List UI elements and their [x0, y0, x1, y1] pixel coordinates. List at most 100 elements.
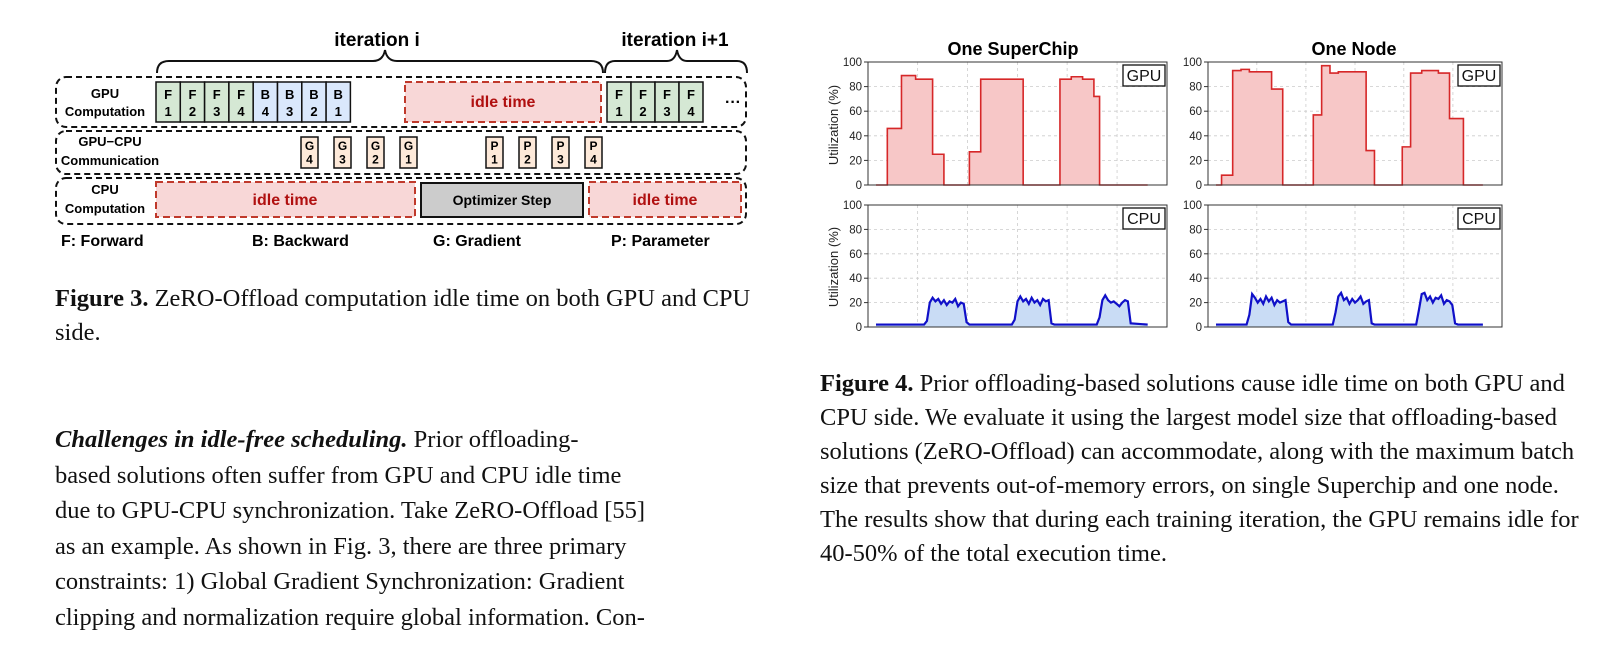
y-tick-label: 80 — [849, 224, 862, 236]
paragraph-line-4: as an example. As shown in Fig. 3, there… — [55, 532, 627, 560]
comm-block-letter: G — [404, 139, 413, 153]
gpu-next-block-number: 2 — [639, 104, 646, 119]
gpu-next-block-number: 1 — [615, 104, 622, 119]
panel-label-cpu: CPU — [1127, 211, 1161, 228]
paragraph-line-2: based solutions often suffer from GPU an… — [55, 461, 622, 489]
y-tick-label: 100 — [1183, 200, 1202, 212]
gpu-block-letter: F — [213, 87, 221, 102]
comm-block-g2: G2 — [366, 136, 385, 169]
figure-3-caption: Figure 3. ZeRO-Offload computation idle … — [55, 282, 780, 350]
y-tick-label: 40 — [1189, 273, 1202, 285]
comm-block-p4: P4 — [584, 136, 603, 169]
gpu-next-block-f3: F3 — [654, 81, 680, 123]
paragraph-line-1: Prior offloading- — [407, 426, 579, 453]
gpu-block-letter: F — [164, 87, 172, 102]
utilization-area — [876, 295, 1148, 327]
gpu-block-letter: B — [309, 87, 318, 102]
gpu-idle-label: idle time — [471, 94, 536, 111]
comm-block-p3: P3 — [551, 136, 570, 169]
comm-row-frame — [55, 130, 747, 175]
figure-4-chart: One SuperChip One Node Utilization (%) U… — [826, 39, 1503, 334]
y-tick-label: 40 — [1189, 131, 1202, 143]
y-tick-label: 0 — [1196, 180, 1202, 192]
comm-block-letter: P — [589, 139, 597, 153]
figure-3-caption-label: Figure 3. — [55, 285, 149, 312]
gpu-block-number: 2 — [189, 104, 196, 119]
gpu-block-f3: F3 — [203, 81, 230, 123]
gpu-block-letter: B — [334, 87, 343, 102]
gpu-block-b1: B1 — [325, 81, 352, 123]
gpu-block-letter: B — [285, 87, 294, 102]
figure-3-diagram: iteration i iteration i+1 GPU Computatio… — [55, 30, 748, 250]
gpu-next-block-letter: F — [639, 87, 647, 102]
legend-backward: B: Backward — [252, 233, 349, 250]
utilization-line — [876, 74, 1148, 186]
utilization-line — [876, 293, 1148, 326]
chart-panel-node-gpu: 0 20 40 60 80 100 GPU — [1183, 57, 1503, 192]
gpu-block-letter: F — [237, 87, 245, 102]
y-tick-label: 80 — [1189, 224, 1202, 236]
comm-block-number: 1 — [405, 152, 412, 166]
gpu-next-block-letter: F — [615, 87, 623, 102]
iteration-i-label: iteration i — [334, 30, 420, 51]
figure-4-caption-text: Prior offloading-based solutions cause i… — [820, 370, 1579, 567]
comm-block-number: 3 — [339, 152, 346, 166]
comm-block-letter: G — [305, 139, 314, 153]
utilization-line — [1216, 64, 1483, 186]
y-tick-label: 80 — [1189, 82, 1202, 94]
y-tick-label: 60 — [1189, 106, 1202, 118]
gpu-block-f2: F2 — [179, 81, 206, 123]
cpu-idle-box-1 — [155, 181, 416, 218]
comm-block-g1: G1 — [399, 136, 418, 169]
body-paragraph: Challenges in idle-free scheduling. Prio… — [55, 422, 780, 635]
y-tick-label: 20 — [1189, 155, 1202, 167]
cpu-idle-box-2 — [588, 181, 742, 218]
y-tick-label: 100 — [1183, 57, 1202, 69]
gpu-next-block-f1: F1 — [606, 81, 632, 123]
legend-gradient: G: Gradient — [433, 233, 522, 250]
gpu-block-number: 2 — [310, 104, 317, 119]
cpu-idle-label-2: idle time — [633, 192, 698, 209]
y-tick-label: 40 — [849, 131, 862, 143]
comm-block-letter: P — [556, 139, 564, 153]
comm-block-number: 3 — [557, 152, 564, 166]
gpu-row-label-1: GPU — [91, 86, 119, 101]
cpu-row-label-1: CPU — [91, 182, 118, 197]
y-tick-label: 20 — [849, 298, 862, 310]
gpu-block-letter: F — [188, 87, 196, 102]
comm-row-label-1: GPU−CPU — [78, 134, 141, 149]
gpu-block-f1: F1 — [155, 81, 182, 123]
ylabel-top: Utilization (%) — [826, 85, 841, 165]
comm-block-letter: G — [371, 139, 380, 153]
utilization-area — [876, 75, 1148, 185]
gpu-block-number: 4 — [262, 104, 270, 119]
panel-frame — [1207, 204, 1503, 328]
gpu-block-b2: B2 — [301, 81, 327, 123]
comm-block-letter: P — [523, 139, 531, 153]
y-tick-label: 0 — [1196, 322, 1202, 334]
gpu-next-block-number: 4 — [687, 104, 695, 119]
gpu-block-number: 3 — [286, 104, 293, 119]
comm-block-letter: G — [338, 139, 347, 153]
comm-block-number: 2 — [372, 152, 379, 166]
panel-label-gpu: GPU — [1462, 68, 1497, 85]
gpu-block-number: 1 — [335, 104, 342, 119]
chart-panel-sc-cpu: 0 20 40 60 80 100 CPU — [843, 200, 1168, 334]
cpu-row-frame — [55, 177, 747, 225]
title-superchip: One SuperChip — [947, 39, 1078, 59]
chart-panel-sc-gpu: 0 20 40 60 80 100 GPU — [843, 57, 1168, 192]
panel-label-gpu: GPU — [1127, 68, 1162, 85]
panel-label-box — [1457, 207, 1501, 230]
figure-4-caption: Figure 4. Prior offloading-based solutio… — [820, 367, 1600, 571]
legend-forward: F: Forward — [61, 233, 144, 250]
ylabel-bottom: Utilization (%) — [826, 227, 841, 307]
paragraph-heading: Challenges in idle-free scheduling. — [55, 426, 408, 453]
gpu-block-letter: B — [261, 87, 270, 102]
comm-block-g3: G3 — [333, 136, 352, 169]
y-tick-label: 0 — [856, 180, 862, 192]
legend-parameter: P: Parameter — [611, 233, 710, 250]
y-tick-label: 40 — [849, 273, 862, 285]
